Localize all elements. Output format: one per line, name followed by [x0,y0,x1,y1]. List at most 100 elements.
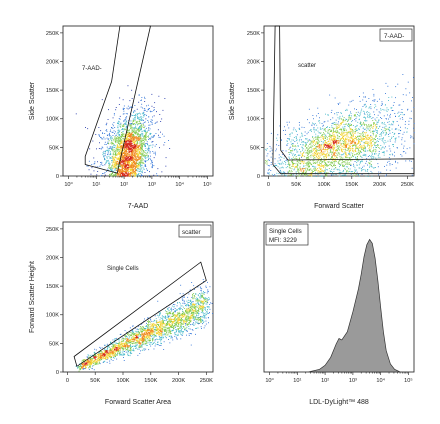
scatter-point [347,119,349,121]
scatter-point [360,110,362,112]
scatter-point [110,142,112,144]
scatter-point [317,145,318,147]
scatter-point [139,134,141,136]
scatter-point [369,106,371,108]
scatter-point [126,158,128,159]
scatter-point [307,145,309,147]
scatter-point [301,156,302,158]
scatter-point [291,143,293,145]
scatter-point [341,175,343,176]
scatter-point [143,142,145,143]
scatter-point [291,166,293,167]
scatter-point [365,175,367,177]
scatter-point [342,174,344,176]
scatter-point [302,160,304,162]
scatter-point [315,161,317,163]
scatter-point [121,141,123,143]
scatter-point [130,114,132,116]
scatter-point [323,121,325,123]
scatter-point [373,143,375,145]
scatter-point [333,141,334,143]
scatter-point [345,144,347,146]
scatter-point [341,154,343,156]
scatter-point [314,169,315,171]
scatter-point [123,105,125,107]
scatter-point [332,139,333,141]
scatter-point [361,138,363,140]
scatter-point [337,142,339,144]
scatter-point [133,127,135,129]
scatter-point [323,132,324,134]
scatter-point [134,159,136,161]
scatter-point [140,153,142,155]
scatter-point [109,131,111,132]
scatter-point [313,159,315,161]
scatter-point [108,143,110,144]
scatter-point [280,170,281,172]
scatter-point [146,168,147,170]
scatter-point [99,142,100,144]
scatter-point [320,160,322,162]
scatter-point [125,150,127,151]
scatter-point [287,166,288,168]
scatter-point [365,117,367,119]
scatter-point [363,147,365,148]
scatter-point [332,155,333,157]
scatter-point [125,170,127,172]
scatter-point [331,156,333,158]
scatter-point [122,143,124,145]
scatter-point [286,144,288,146]
scatter-point [127,108,129,110]
scatter-point [107,142,108,144]
scatter-point [139,162,140,164]
scatter-point [142,136,144,137]
scatter-point [359,126,361,128]
scatter-point [389,130,391,132]
scatter-point [289,167,291,169]
scatter-point [122,159,124,161]
scatter-point [298,122,300,123]
scatter-point [137,156,138,157]
scatter-point [320,144,322,145]
scatter-point [374,130,376,132]
scatter-point [123,159,124,161]
scatter-point [329,143,331,145]
scatter-point [312,171,313,173]
scatter-point [309,142,311,144]
scatter-point [394,128,396,130]
scatter-point [331,166,333,168]
scatter-point [341,132,342,134]
scatter-point [102,173,103,174]
scatter-point [142,133,144,135]
scatter-point [340,122,342,124]
scatter-point [132,151,134,152]
scatter-point [330,143,332,145]
scatter-point [350,128,352,130]
scatter-point [133,165,135,167]
scatter-point [131,144,133,146]
scatter-point [334,142,336,144]
scatter-point [389,115,391,117]
scatter-point [107,138,109,140]
scatter-point [383,152,385,154]
scatter-point [130,125,132,127]
scatter-point [125,160,127,162]
scatter-point [131,148,133,150]
scatter-point [292,153,294,155]
scatter-point [128,167,130,168]
scatter-point [308,161,310,163]
scatter-point [107,152,109,154]
scatter-point [117,140,119,141]
scatter-point [313,140,315,142]
scatter-point [120,138,121,139]
scatter-point [117,167,119,169]
scatter-point [338,147,339,149]
scatter-point [365,137,366,138]
scatter-point [317,150,319,151]
scatter-point [100,162,101,163]
scatter-point [338,127,339,128]
scatter-point [126,140,128,142]
scatter-point [326,164,327,166]
scatter-point [298,175,300,177]
scatter-point [351,147,353,149]
